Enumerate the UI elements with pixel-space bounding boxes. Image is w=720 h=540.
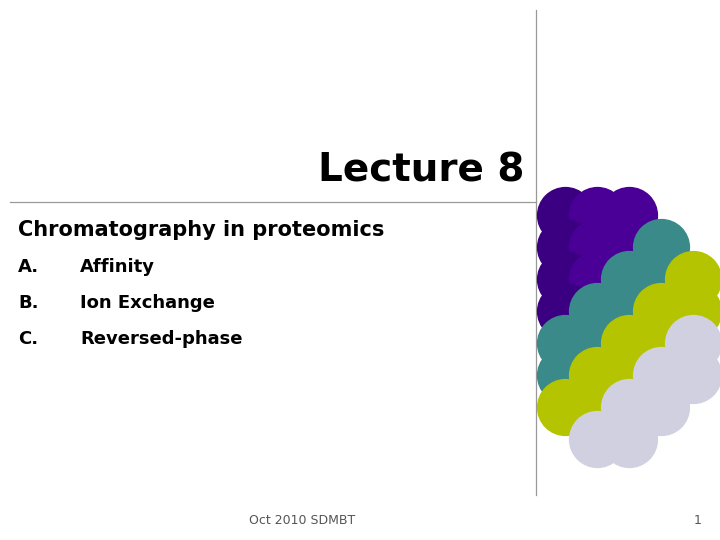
Point — [655, 307, 667, 315]
Point — [624, 307, 635, 315]
Point — [624, 242, 635, 251]
Point — [559, 211, 571, 219]
Point — [591, 275, 603, 284]
Point — [591, 307, 603, 315]
Point — [624, 370, 635, 379]
Point — [591, 339, 603, 347]
Point — [559, 242, 571, 251]
Point — [687, 307, 698, 315]
Text: Affinity: Affinity — [80, 258, 155, 276]
Point — [687, 275, 698, 284]
Point — [655, 242, 667, 251]
Point — [559, 370, 571, 379]
Point — [624, 403, 635, 411]
Point — [591, 242, 603, 251]
Text: Reversed-phase: Reversed-phase — [80, 330, 243, 348]
Text: Oct 2010 SDMBT: Oct 2010 SDMBT — [249, 514, 356, 526]
Point — [624, 339, 635, 347]
Text: 1: 1 — [694, 514, 702, 526]
Point — [624, 435, 635, 443]
Text: A.: A. — [18, 258, 39, 276]
Point — [559, 275, 571, 284]
Point — [559, 403, 571, 411]
Point — [624, 275, 635, 284]
Point — [591, 435, 603, 443]
Text: C.: C. — [18, 330, 38, 348]
Text: Chromatography in proteomics: Chromatography in proteomics — [18, 220, 384, 240]
Text: Lecture 8: Lecture 8 — [318, 152, 524, 190]
Point — [559, 339, 571, 347]
Point — [687, 339, 698, 347]
Point — [591, 403, 603, 411]
Point — [687, 370, 698, 379]
Point — [655, 275, 667, 284]
Point — [591, 211, 603, 219]
Point — [559, 307, 571, 315]
Text: Ion Exchange: Ion Exchange — [80, 294, 215, 312]
Point — [655, 403, 667, 411]
Point — [624, 211, 635, 219]
Point — [655, 370, 667, 379]
Point — [591, 370, 603, 379]
Point — [655, 339, 667, 347]
Text: B.: B. — [18, 294, 38, 312]
